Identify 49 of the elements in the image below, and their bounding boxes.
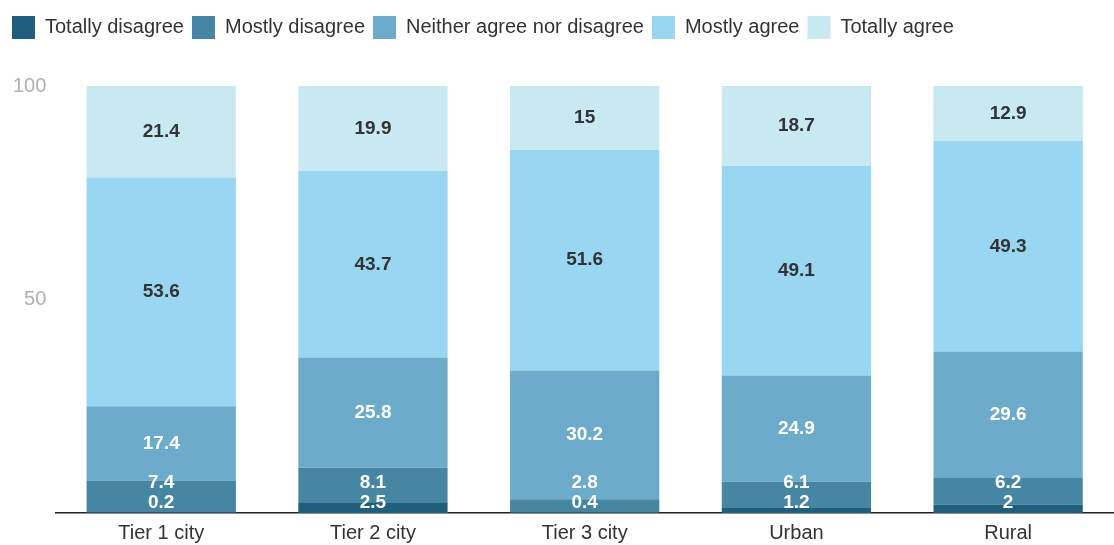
bar — [721, 507, 872, 513]
data-label: 12.9 — [989, 101, 1027, 123]
bar — [298, 170, 448, 358]
data-label: 1.2 — [783, 491, 810, 513]
legend-label: Mostly disagree — [224, 15, 366, 38]
bar — [86, 177, 236, 407]
legend-label: Mostly agree — [684, 15, 800, 38]
bar — [721, 165, 872, 376]
x-tick-label: Tier 2 city — [329, 520, 416, 543]
data-label: 8.1 — [359, 471, 387, 493]
data-label: 43.7 — [354, 252, 392, 274]
bar — [933, 141, 1083, 352]
bar — [86, 86, 236, 178]
data-label: 2.5 — [359, 491, 387, 513]
data-label: 49.1 — [777, 258, 816, 280]
data-label: 25.8 — [354, 400, 392, 422]
bar — [510, 86, 660, 151]
data-label: 6.2 — [994, 471, 1022, 493]
bar — [721, 86, 872, 166]
data-label: 17.4 — [142, 431, 181, 453]
bar — [510, 150, 660, 371]
legend-label: Totally disagree — [45, 15, 184, 38]
legend-label: Neither agree nor disagree — [406, 15, 644, 38]
bar — [298, 86, 448, 171]
data-label: 2 — [1002, 491, 1014, 513]
legend-label: Totally agree — [840, 15, 954, 38]
bar — [298, 357, 448, 468]
data-label: 51.6 — [566, 248, 604, 270]
x-tick-label: Tier 1 city — [118, 520, 205, 543]
y-tick-label: 100 — [12, 73, 47, 96]
data-label: 7.4 — [148, 471, 175, 493]
data-label: 24.9 — [777, 416, 815, 438]
bar — [933, 86, 1083, 142]
data-label: 15 — [574, 106, 596, 128]
data-label: 18.7 — [777, 114, 815, 136]
data-label: 6.1 — [783, 471, 811, 493]
data-label: 21.4 — [142, 119, 181, 141]
x-tick-label: Rural — [984, 520, 1033, 543]
data-label: 29.6 — [989, 403, 1027, 425]
data-label: 30.2 — [566, 423, 604, 445]
data-label: 49.3 — [989, 234, 1027, 256]
data-label: 2.8 — [571, 471, 598, 493]
data-label: 53.6 — [142, 280, 180, 302]
data-label: 0.4 — [571, 491, 599, 513]
x-tick-label: Tier 3 city — [541, 520, 628, 543]
y-tick-label: 50 — [24, 287, 47, 310]
x-tick-label: Urban — [769, 520, 824, 543]
data-label: 0.2 — [148, 491, 175, 513]
data-label: 19.9 — [354, 116, 392, 138]
